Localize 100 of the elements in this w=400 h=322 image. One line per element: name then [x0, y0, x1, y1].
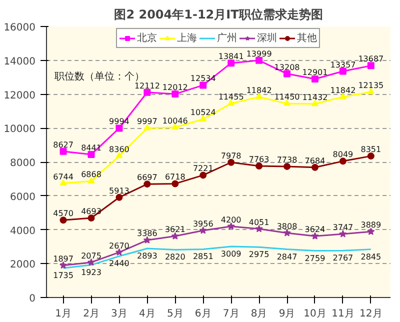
data-label: 8351 — [360, 145, 382, 154]
data-label: 1897 — [53, 254, 74, 264]
point — [311, 75, 318, 82]
point — [256, 162, 263, 170]
data-label: 3009 — [220, 250, 242, 259]
point — [60, 148, 67, 155]
y-tick-label: 10000 — [4, 124, 36, 136]
data-label: 5913 — [109, 186, 130, 196]
data-label: 2759 — [304, 254, 326, 263]
x-tick-label: 1月 — [55, 308, 72, 320]
point — [311, 164, 318, 171]
data-label: 2975 — [248, 250, 270, 260]
point — [144, 180, 151, 188]
x-tick-label: 10月 — [304, 308, 326, 320]
point — [284, 100, 291, 106]
legend-label: 北京 — [137, 32, 157, 45]
x-tick-label: 8月 — [250, 308, 268, 320]
data-label: 2893 — [137, 252, 158, 260]
x-tick-label: 4月 — [139, 308, 156, 320]
legend-label: 深圳 — [257, 32, 277, 45]
data-label: 6697 — [137, 173, 158, 182]
point — [367, 88, 374, 94]
point — [60, 216, 67, 224]
point — [171, 232, 179, 240]
point — [228, 60, 235, 67]
data-label: 11432 — [302, 92, 328, 102]
point — [116, 194, 123, 201]
data-label: 2851 — [192, 252, 214, 262]
point — [228, 100, 235, 106]
data-label: 2440 — [109, 259, 130, 268]
data-label: 3956 — [192, 219, 214, 228]
x-tick-label: 6月 — [194, 308, 212, 320]
data-label: 11455 — [218, 92, 244, 102]
data-label: 2767 — [332, 254, 354, 263]
data-label: 6718 — [164, 172, 186, 182]
point — [339, 68, 346, 75]
y-tick-label: 6000 — [10, 192, 36, 203]
data-label: 12112 — [134, 81, 160, 90]
data-label: 3621 — [164, 225, 186, 234]
point — [200, 82, 207, 89]
data-label: 13687 — [358, 54, 384, 64]
data-label: 12135 — [358, 80, 384, 90]
point — [339, 158, 346, 165]
legend-label: 上海 — [177, 32, 197, 45]
legend-label: 广州 — [217, 32, 237, 45]
y-tick-label: 4000 — [10, 226, 36, 237]
data-label: 13208 — [274, 62, 300, 72]
point — [143, 236, 152, 244]
data-label: 11842 — [330, 86, 356, 95]
point — [88, 214, 95, 222]
x-tick-label: 3月 — [111, 308, 128, 320]
point — [339, 230, 347, 238]
data-label: 13357 — [330, 60, 356, 70]
point — [88, 151, 95, 158]
data-label: 2845 — [360, 252, 382, 262]
data-label: 2847 — [276, 252, 298, 262]
point — [256, 56, 263, 64]
x-tick-label: 7月 — [222, 308, 240, 320]
x-tick-label: 12月 — [360, 308, 382, 320]
data-label: 2820 — [164, 252, 186, 262]
data-label: 3747 — [332, 223, 354, 232]
y-tick-label: 0 — [29, 294, 36, 304]
point — [172, 180, 179, 188]
annotation: 职位数（单位：个） — [54, 70, 144, 82]
data-label: 4693 — [81, 207, 102, 216]
data-label: 11842 — [246, 86, 272, 95]
data-label: 4051 — [248, 218, 270, 227]
data-label: 6744 — [53, 172, 74, 182]
chart-title: 图2 2004年1-12月IT职位需求走势图 — [114, 8, 323, 22]
point — [200, 115, 207, 122]
y-tick-label: 8000 — [10, 158, 36, 169]
data-label: 10046 — [162, 116, 188, 126]
point — [172, 90, 179, 98]
data-label: 12901 — [302, 68, 328, 77]
point — [367, 228, 375, 235]
data-label: 2075 — [81, 251, 102, 260]
data-label: 10524 — [190, 108, 216, 118]
x-tick-label: 5月 — [166, 308, 184, 320]
data-label: 13841 — [218, 52, 244, 62]
y-tick-label: 2000 — [10, 260, 36, 271]
data-label: 8627 — [53, 140, 74, 150]
point — [144, 124, 151, 130]
x-tick-label: 11月 — [332, 308, 354, 320]
data-label: 1923 — [81, 268, 102, 277]
data-label: 3808 — [276, 222, 298, 231]
data-label: 7978 — [220, 151, 242, 160]
point — [367, 62, 374, 70]
data-label: 13999 — [246, 49, 272, 58]
data-label: 3386 — [137, 229, 158, 238]
data-label: 8049 — [332, 150, 354, 160]
x-tick-label: 9月 — [278, 308, 296, 320]
legend-label: 其他 — [297, 32, 317, 45]
data-label: 7684 — [304, 156, 326, 166]
data-label: 12012 — [162, 83, 188, 92]
data-label: 7221 — [192, 164, 214, 174]
data-label: 9997 — [137, 117, 158, 126]
data-label: 4200 — [220, 215, 242, 224]
point — [228, 158, 235, 166]
data-label: 7738 — [276, 155, 298, 164]
data-label: 7763 — [248, 155, 270, 164]
